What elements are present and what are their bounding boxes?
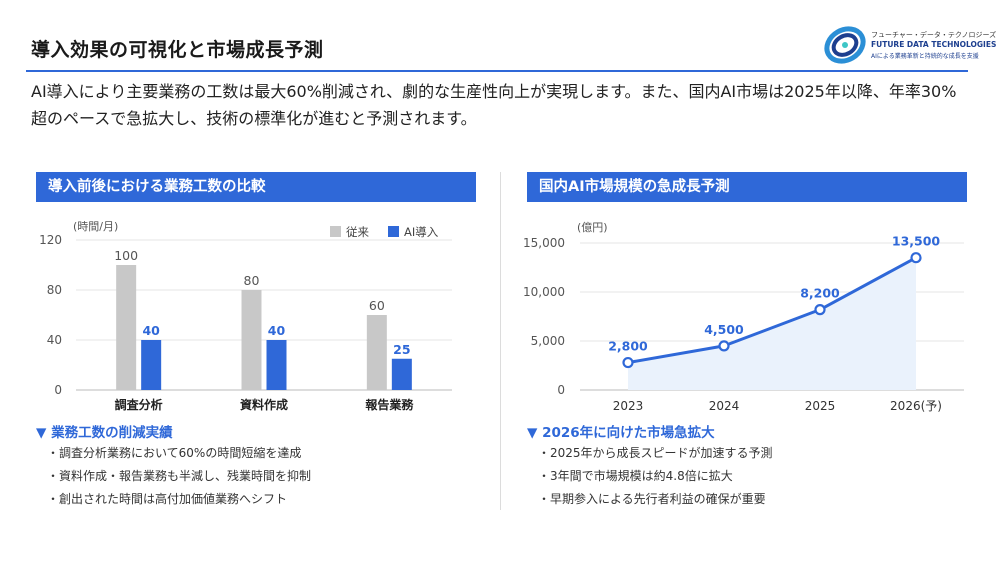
data-value-label: 13,500 [892,234,941,249]
list-item: 資料作成・報告業務も半減し、残業時間を抑制 [47,467,311,490]
y-tick-label: 80 [47,283,62,297]
x-category-label: 2025 [805,399,836,413]
x-category-label: 2026(予) [890,399,942,413]
legend-swatch-after [388,226,399,237]
y-tick-label: 0 [557,383,565,397]
y-tick-label: 15,000 [523,236,565,250]
list-item: 早期参入による先行者利益の確保が重要 [538,490,773,513]
list-item: 2025年から成長スピードが加速する予測 [538,444,773,467]
title-underline [26,70,968,72]
data-point [622,356,634,369]
workload-note-list: 調査分析業務において60%の時間短縮を達成 資料作成・報告業務も半減し、残業時間… [47,444,311,513]
x-category-label: 資料作成 [240,397,288,412]
list-item: 創出された時間は高付加価値業務へシフト [47,490,311,513]
line-chart-header: 国内AI市場規模の急成長予測 [527,172,967,202]
y-tick-label: 0 [54,383,62,397]
bar-before [116,265,137,390]
data-value-label: 4,500 [704,322,744,337]
workload-bar-chart: (時間/月) 120 80 40 0 100 40 調査分析 80 40 資料作成 60 25 報告業務 従… [39,220,452,412]
bar-value-label: 100 [114,248,138,263]
bar-before [366,315,387,390]
logo-swirl-icon [824,26,866,64]
bar-value-label: 80 [244,273,260,288]
logo-tagline: AIによる業務革新と持続的な成長を支援 [871,53,979,60]
legend-swatch-before [330,226,341,237]
legend-label-before: 従来 [346,225,369,239]
bar-value-label: 40 [142,323,160,338]
bar-after [266,340,287,390]
area-fill [628,257,916,390]
y-unit-label: (時間/月) [73,220,118,233]
data-point [910,252,922,264]
logo-name-en: FUTURE DATA TECHNOLOGIES [871,40,997,49]
bar-after [391,358,412,390]
data-point [718,340,730,352]
panel-divider [500,172,501,510]
data-value-label: 2,800 [608,339,648,354]
y-tick-label: 5,000 [531,334,565,348]
intro-text: AI導入により主要業務の工数は最大60%削減され、劇的な生産性向上が実現します。… [31,82,957,128]
page-title: 導入効果の可視化と市場成長予測 [31,39,324,61]
data-value-label: 8,200 [800,286,840,301]
bar-after [141,340,162,390]
x-category-label: 調査分析 [115,397,163,412]
y-unit-label: (億円) [577,221,608,234]
list-item: 調査分析業務において60%の時間短縮を達成 [47,444,311,467]
bar-value-label: 60 [369,298,385,313]
data-point [814,304,826,316]
logo-name-jp: フューチャー・データ・テクノロジーズ [871,31,997,39]
market-note-heading: ▼ 2026年に向けた市場急拡大 [527,425,715,441]
y-tick-label: 10,000 [523,285,565,299]
x-category-label: 2024 [709,399,740,413]
bar-before [241,290,262,390]
bar-chart-header: 導入前後における業務工数の比較 [36,172,476,202]
bar-value-label: 40 [268,323,286,338]
legend-label-after: AI導入 [404,225,439,239]
market-note-list: 2025年から成長スピードが加速する予測 3年間で市場規模は約4.8倍に拡大 早… [538,444,773,513]
x-category-label: 2023 [613,399,644,413]
x-category-label: 報告業務 [365,397,414,412]
series-line [627,256,917,365]
bar-value-label: 25 [393,342,410,357]
workload-note-heading: ▼ 業務工数の削減実績 [36,425,173,441]
company-logo: フューチャー・データ・テクノロジーズ FUTURE DATA TECHNOLOG… [823,24,996,66]
y-tick-label: 120 [39,233,62,247]
market-area-chart: (億円) 15,000 10,000 5,000 0 2,800 2023 4,500 2024… [523,221,964,413]
y-tick-label: 40 [47,333,62,347]
list-item: 3年間で市場規模は約4.8倍に拡大 [538,467,773,490]
